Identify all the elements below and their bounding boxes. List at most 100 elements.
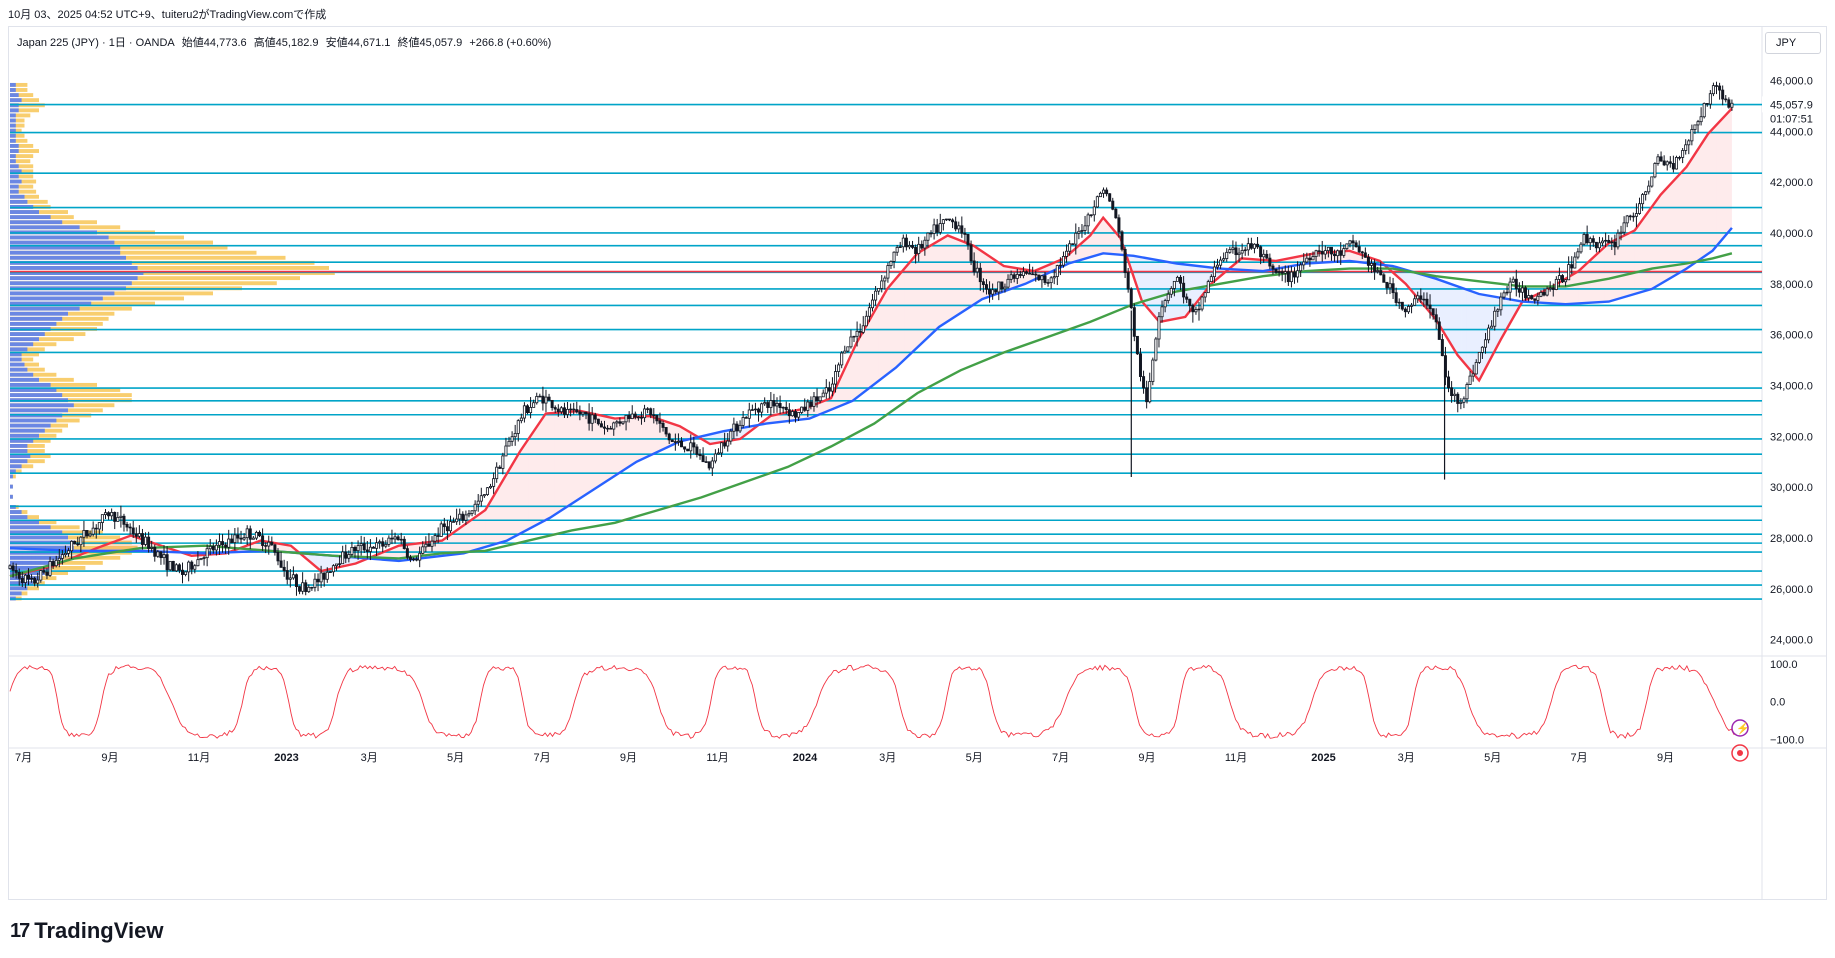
moving-average-slow bbox=[9, 252, 1733, 578]
candle-body bbox=[1385, 281, 1389, 289]
candle-body bbox=[445, 526, 449, 532]
ma-fill-segment bbox=[541, 413, 546, 523]
volume-profile-bar-buy bbox=[10, 123, 16, 128]
volume-profile-bar-buy bbox=[10, 316, 63, 321]
ma-fill-segment bbox=[900, 268, 905, 364]
candle-body bbox=[815, 396, 819, 402]
candle-body bbox=[1644, 191, 1648, 195]
candle-body bbox=[54, 559, 58, 567]
candle-body bbox=[1089, 214, 1093, 216]
candle-body bbox=[781, 406, 785, 409]
candle-body bbox=[991, 289, 995, 295]
candle-body bbox=[193, 565, 197, 570]
volume-profile-bar-sell bbox=[10, 555, 121, 560]
candle-body bbox=[1166, 293, 1170, 301]
candle-body bbox=[951, 219, 955, 223]
candle-body bbox=[750, 409, 754, 411]
ma-fill-segment bbox=[463, 522, 469, 554]
volume-profile-bar-buy bbox=[10, 372, 34, 377]
candle-body bbox=[1437, 321, 1441, 340]
candle-body bbox=[710, 460, 714, 469]
candle-body bbox=[298, 586, 302, 592]
ma-fill-segment bbox=[597, 414, 602, 487]
ma-fill-segment bbox=[947, 235, 952, 322]
candle-body bbox=[1468, 375, 1472, 385]
lightning-icon-glyph: ⚡ bbox=[1736, 722, 1750, 735]
candle-body bbox=[251, 537, 255, 540]
volume-profile-bar-buy bbox=[10, 179, 22, 184]
candle-body bbox=[199, 557, 203, 561]
candle-body bbox=[911, 245, 915, 248]
volume-profile-bar-sell bbox=[10, 199, 48, 204]
candle-body bbox=[125, 523, 129, 528]
candle-body bbox=[399, 538, 403, 541]
candle-body bbox=[1172, 280, 1176, 289]
ma-fill-segment bbox=[1660, 190, 1665, 284]
candle-body bbox=[1604, 239, 1608, 242]
candle-body bbox=[371, 546, 375, 549]
price-tick-label: 36,000.0 bbox=[1770, 330, 1813, 342]
ma-fill-segment bbox=[1574, 271, 1579, 304]
candle-body bbox=[655, 414, 659, 422]
candle-body bbox=[11, 565, 15, 571]
candle-body bbox=[630, 413, 634, 419]
candle-body bbox=[566, 408, 570, 415]
ma-fill-segment bbox=[1349, 250, 1354, 262]
tradingview-logo[interactable]: 17 TradingView bbox=[10, 918, 163, 944]
volume-profile-bar-sell bbox=[10, 98, 39, 103]
candle-body bbox=[1206, 281, 1210, 294]
candle-body bbox=[1591, 238, 1595, 243]
candle-body bbox=[686, 448, 690, 452]
candle-body bbox=[322, 572, 326, 580]
volume-profile-bar-buy bbox=[10, 215, 51, 220]
candle-body bbox=[1406, 306, 1410, 313]
ma-fill-segment bbox=[14, 548, 19, 576]
currency-button[interactable]: JPY bbox=[1765, 32, 1821, 54]
ma-fill-segment bbox=[1241, 258, 1246, 271]
grid bbox=[8, 26, 1827, 900]
ma-fill-segment bbox=[31, 549, 36, 572]
ma-fill-segment bbox=[537, 419, 542, 525]
candle-body bbox=[1422, 298, 1426, 301]
candle-body bbox=[1511, 278, 1515, 283]
candle-body bbox=[960, 225, 964, 234]
ma-fill-segment bbox=[1712, 124, 1717, 251]
candle-body bbox=[479, 495, 483, 502]
candle-body bbox=[892, 251, 896, 262]
volume-profile-bar-buy bbox=[10, 245, 121, 250]
candle-body bbox=[870, 299, 874, 309]
volume-profile-bar-buy bbox=[10, 149, 19, 153]
ma-fill-segment bbox=[964, 242, 970, 311]
candle-body bbox=[840, 352, 844, 366]
candle-body bbox=[1533, 298, 1537, 301]
candle-body bbox=[572, 408, 576, 411]
candle-body bbox=[744, 417, 748, 419]
candle-body bbox=[618, 421, 622, 424]
candle-body bbox=[929, 232, 933, 235]
candle-body bbox=[698, 454, 702, 456]
candle-body bbox=[904, 237, 908, 248]
candle-body bbox=[1721, 89, 1725, 100]
volume-profile-bar-buy bbox=[10, 464, 22, 469]
ma-fill-segment bbox=[321, 554, 326, 572]
candle-body bbox=[387, 537, 391, 545]
volume-profile-bar-sell bbox=[10, 332, 86, 337]
candle-body bbox=[405, 548, 409, 558]
candle-body bbox=[525, 405, 529, 414]
candle-body bbox=[1132, 307, 1136, 337]
volume-profile-bar-buy bbox=[10, 159, 16, 164]
candle-body bbox=[82, 530, 86, 538]
price-tick-label: 40,000.0 bbox=[1770, 228, 1813, 240]
candle-body bbox=[1040, 275, 1044, 281]
candle-body bbox=[1006, 278, 1010, 288]
candle-body bbox=[458, 513, 462, 520]
ma-fill-segment bbox=[1621, 234, 1627, 298]
ma-fill-segment bbox=[951, 237, 957, 319]
candle-body bbox=[843, 350, 847, 354]
candle-body bbox=[1360, 251, 1364, 254]
volume-profile-bar-buy bbox=[10, 428, 45, 433]
ma-fill-segment bbox=[874, 304, 879, 385]
symbol-label[interactable]: Japan 225 (JPY) · 1日 · OANDA bbox=[17, 37, 175, 49]
candle-body bbox=[1145, 387, 1149, 403]
